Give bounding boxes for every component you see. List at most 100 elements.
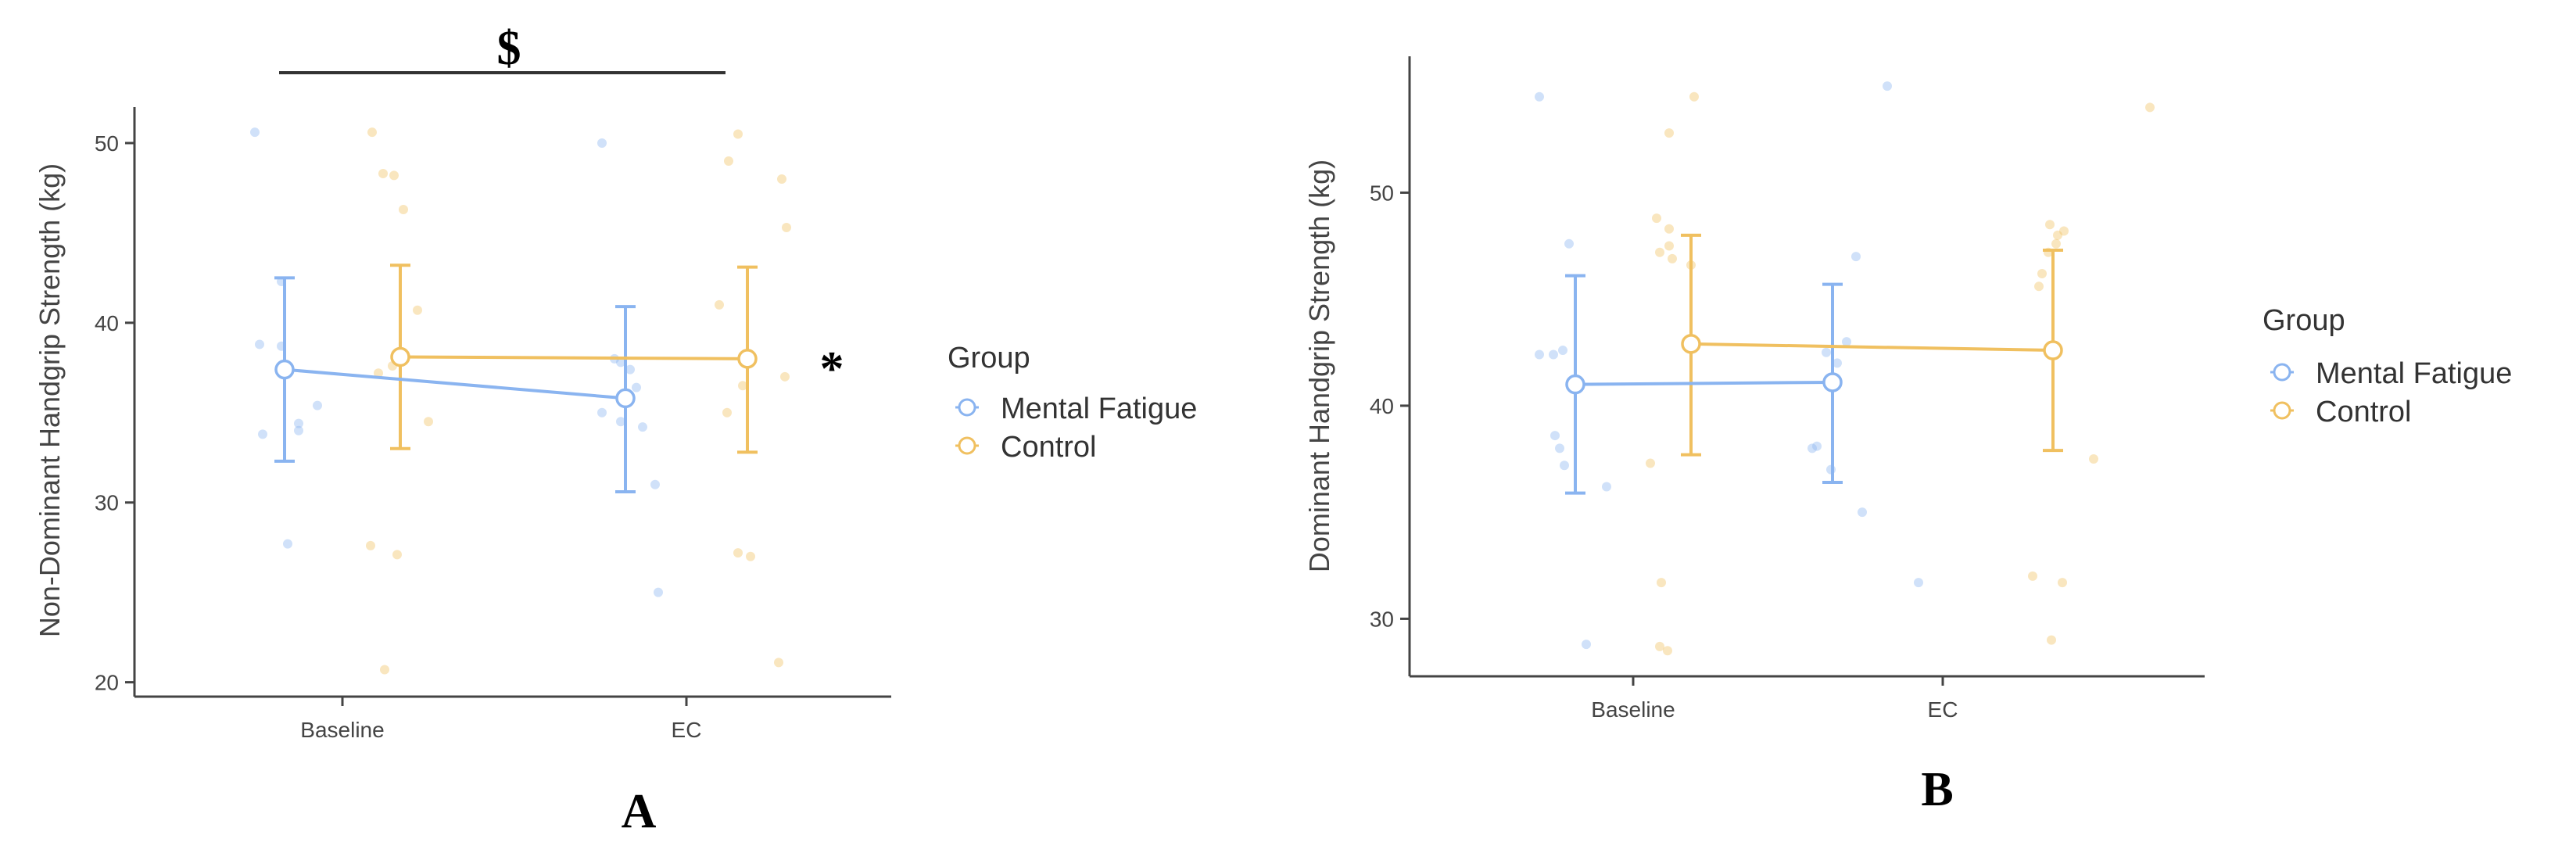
panel-b-raw-point-mental-fatigue: [1560, 461, 1569, 471]
panel-a-raw-point-control: [724, 156, 733, 166]
panel-a-x-tick-label: EC: [672, 718, 702, 742]
panel-a-x-tick-label: Baseline: [300, 718, 384, 742]
panel-a-raw-point-control: [367, 127, 377, 138]
panel-b-raw-point-mental-fatigue: [1555, 443, 1564, 453]
panel-b-x-tick-label: EC: [1928, 697, 1958, 722]
panel-b-raw-point-mental-fatigue: [1582, 640, 1591, 650]
panel-b-raw-point-mental-fatigue: [1833, 358, 1842, 368]
panel-a-bracket-symbol: $: [497, 22, 521, 75]
panel-b-legend-title: Group: [2263, 304, 2345, 337]
panel-b-x-ticks: Baseline EC: [1591, 676, 1958, 722]
panel-b-raw-point-control: [2059, 226, 2069, 236]
panel-b-raw-point-control: [2145, 102, 2155, 113]
panel-a-mean-marker-mental-fatigue: [615, 388, 636, 409]
panel-b-series-lines: [1575, 342, 2054, 386]
panel-b-raw-point-control: [1655, 247, 1664, 257]
panel-a-series-line-mental-fatigue: [284, 367, 626, 400]
panel-a-raw-point-mental-fatigue: [294, 418, 303, 428]
panel-a-series-lines: [284, 355, 748, 400]
panel-a-raw-point-control: [378, 169, 388, 179]
panel-b-raw-point-mental-fatigue: [1812, 441, 1822, 451]
panel-b-raw-point-control: [1652, 213, 1661, 224]
panel-b-series-line-control: [1690, 342, 2054, 353]
panel-b-raw-point-control: [2045, 220, 2055, 230]
panel-a-legend-key-control: [955, 436, 979, 455]
panel-b-raw-point-mental-fatigue: [1883, 81, 1892, 91]
panel-b-mean-markers: [1565, 334, 2063, 395]
panel-a-raw-point-control: [413, 305, 422, 315]
panel-a-raw-points: [250, 127, 791, 675]
panel-a-y-tick-label: 40: [95, 311, 119, 335]
panel-b-raw-point-control: [1657, 578, 1666, 588]
panel-a-raw-point-control: [374, 368, 383, 378]
panel-a: 20 30 40 50 Baseline EC Non-Dominant Handgri…: [34, 22, 1197, 838]
panel-a-raw-point-mental-fatigue: [283, 539, 292, 549]
panel-b-raw-point-mental-fatigue: [1549, 349, 1558, 360]
panel-b-mean-marker-mental-fatigue: [1565, 374, 1585, 395]
panel-a-raw-point-mental-fatigue: [250, 127, 260, 138]
panel-b-y-tick-label: 50: [1370, 181, 1394, 205]
panel-a-mean-marker-control: [390, 346, 410, 367]
panel-b-raw-point-control: [1664, 241, 1674, 251]
panel-b-raw-point-control: [1664, 128, 1674, 138]
panel-a-y-tick-label: 50: [95, 131, 119, 156]
panel-a-raw-point-control: [780, 371, 790, 382]
panel-a-mean-markers: [274, 346, 758, 409]
panel-b-raw-point-control: [1689, 91, 1699, 102]
panel-a-raw-point-mental-fatigue: [632, 382, 641, 392]
panel-a-raw-point-control: [733, 548, 743, 558]
panel-a-raw-point-mental-fatigue: [654, 587, 663, 597]
panel-a-y-ticks: 20 30 40 50: [95, 131, 134, 695]
panel-a-raw-point-control: [389, 170, 399, 181]
panel-b-legend-marker-mental-fatigue: [2273, 363, 2291, 382]
panel-b-raw-point-mental-fatigue: [1564, 238, 1574, 249]
panel-a-error-bars: [274, 263, 758, 493]
panel-a-mean-marker-control: [737, 349, 758, 369]
panel-b-legend-key-control: [2270, 401, 2294, 420]
panel-b-raw-point-mental-fatigue: [1550, 431, 1560, 441]
panel-b-raw-point-control: [2051, 238, 2061, 249]
panel-b-raw-point-mental-fatigue: [1807, 443, 1817, 453]
panel-b-y-ticks: 30 40 50: [1370, 181, 1410, 631]
panel-a-legend-marker-control: [958, 436, 976, 455]
panel-b-raw-point-control: [1664, 224, 1674, 234]
panel-b-legend-key-mental-fatigue: [2270, 363, 2294, 382]
panel-a-raw-point-mental-fatigue: [313, 400, 322, 410]
panel-b-raw-point-mental-fatigue: [1558, 346, 1567, 356]
panel-b-legend-label-mental-fatigue: Mental Fatigue: [2316, 357, 2512, 390]
panel-b-axes: [1408, 56, 2205, 678]
panel-a-series-line-control: [399, 355, 748, 360]
panel-a-raw-point-control: [722, 407, 732, 418]
panel-b-raw-point-control: [2058, 578, 2067, 588]
panel-a-raw-point-mental-fatigue: [616, 417, 625, 427]
panel-a-raw-point-mental-fatigue: [650, 479, 660, 489]
panel-a-axes: [133, 107, 891, 698]
panel-a-label: A: [622, 785, 657, 838]
panel-b-raw-point-mental-fatigue: [1851, 252, 1861, 262]
panel-b-raw-point-mental-fatigue: [1822, 347, 1831, 357]
panel-b-raw-point-control: [2034, 281, 2044, 292]
panel-b-raw-point-mental-fatigue: [1842, 337, 1851, 347]
panel-a-y-tick-label: 30: [95, 491, 119, 515]
panel-b-mean-marker-control: [2043, 340, 2063, 360]
panel-b-y-axis-title: Dominant Handgrip Strength (kg): [1303, 159, 1335, 572]
panel-a-legend-key-mental-fatigue: [955, 398, 979, 417]
panel-b-error-bars: [1565, 233, 2063, 495]
panel-a-raw-point-mental-fatigue: [597, 407, 607, 418]
panel-b-y-tick-label: 30: [1370, 607, 1394, 631]
panel-b-legend: Group Mental Fatigue Control: [2263, 304, 2512, 428]
panel-b-x-tick-label: Baseline: [1591, 697, 1675, 722]
panel-b-raw-point-control: [2089, 454, 2098, 464]
panel-a-raw-point-mental-fatigue: [255, 339, 264, 349]
panel-a-mean-marker-mental-fatigue: [274, 359, 295, 380]
panel-b-label: B: [1921, 763, 1953, 816]
panel-a-raw-point-mental-fatigue: [638, 422, 647, 432]
panel-b-raw-point-mental-fatigue: [1535, 349, 1544, 360]
panel-b-legend-label-control: Control: [2316, 396, 2412, 428]
panel-a-legend-title: Group: [948, 342, 1030, 375]
panel-b: 30 40 50 Baseline EC Dominant Handgrip Stre…: [1303, 56, 2512, 816]
panel-a-y-axis-title: Non-Dominant Handgrip Strength (kg): [34, 163, 66, 637]
panel-a-raw-point-control: [366, 540, 375, 550]
panel-a-raw-point-control: [715, 299, 724, 310]
